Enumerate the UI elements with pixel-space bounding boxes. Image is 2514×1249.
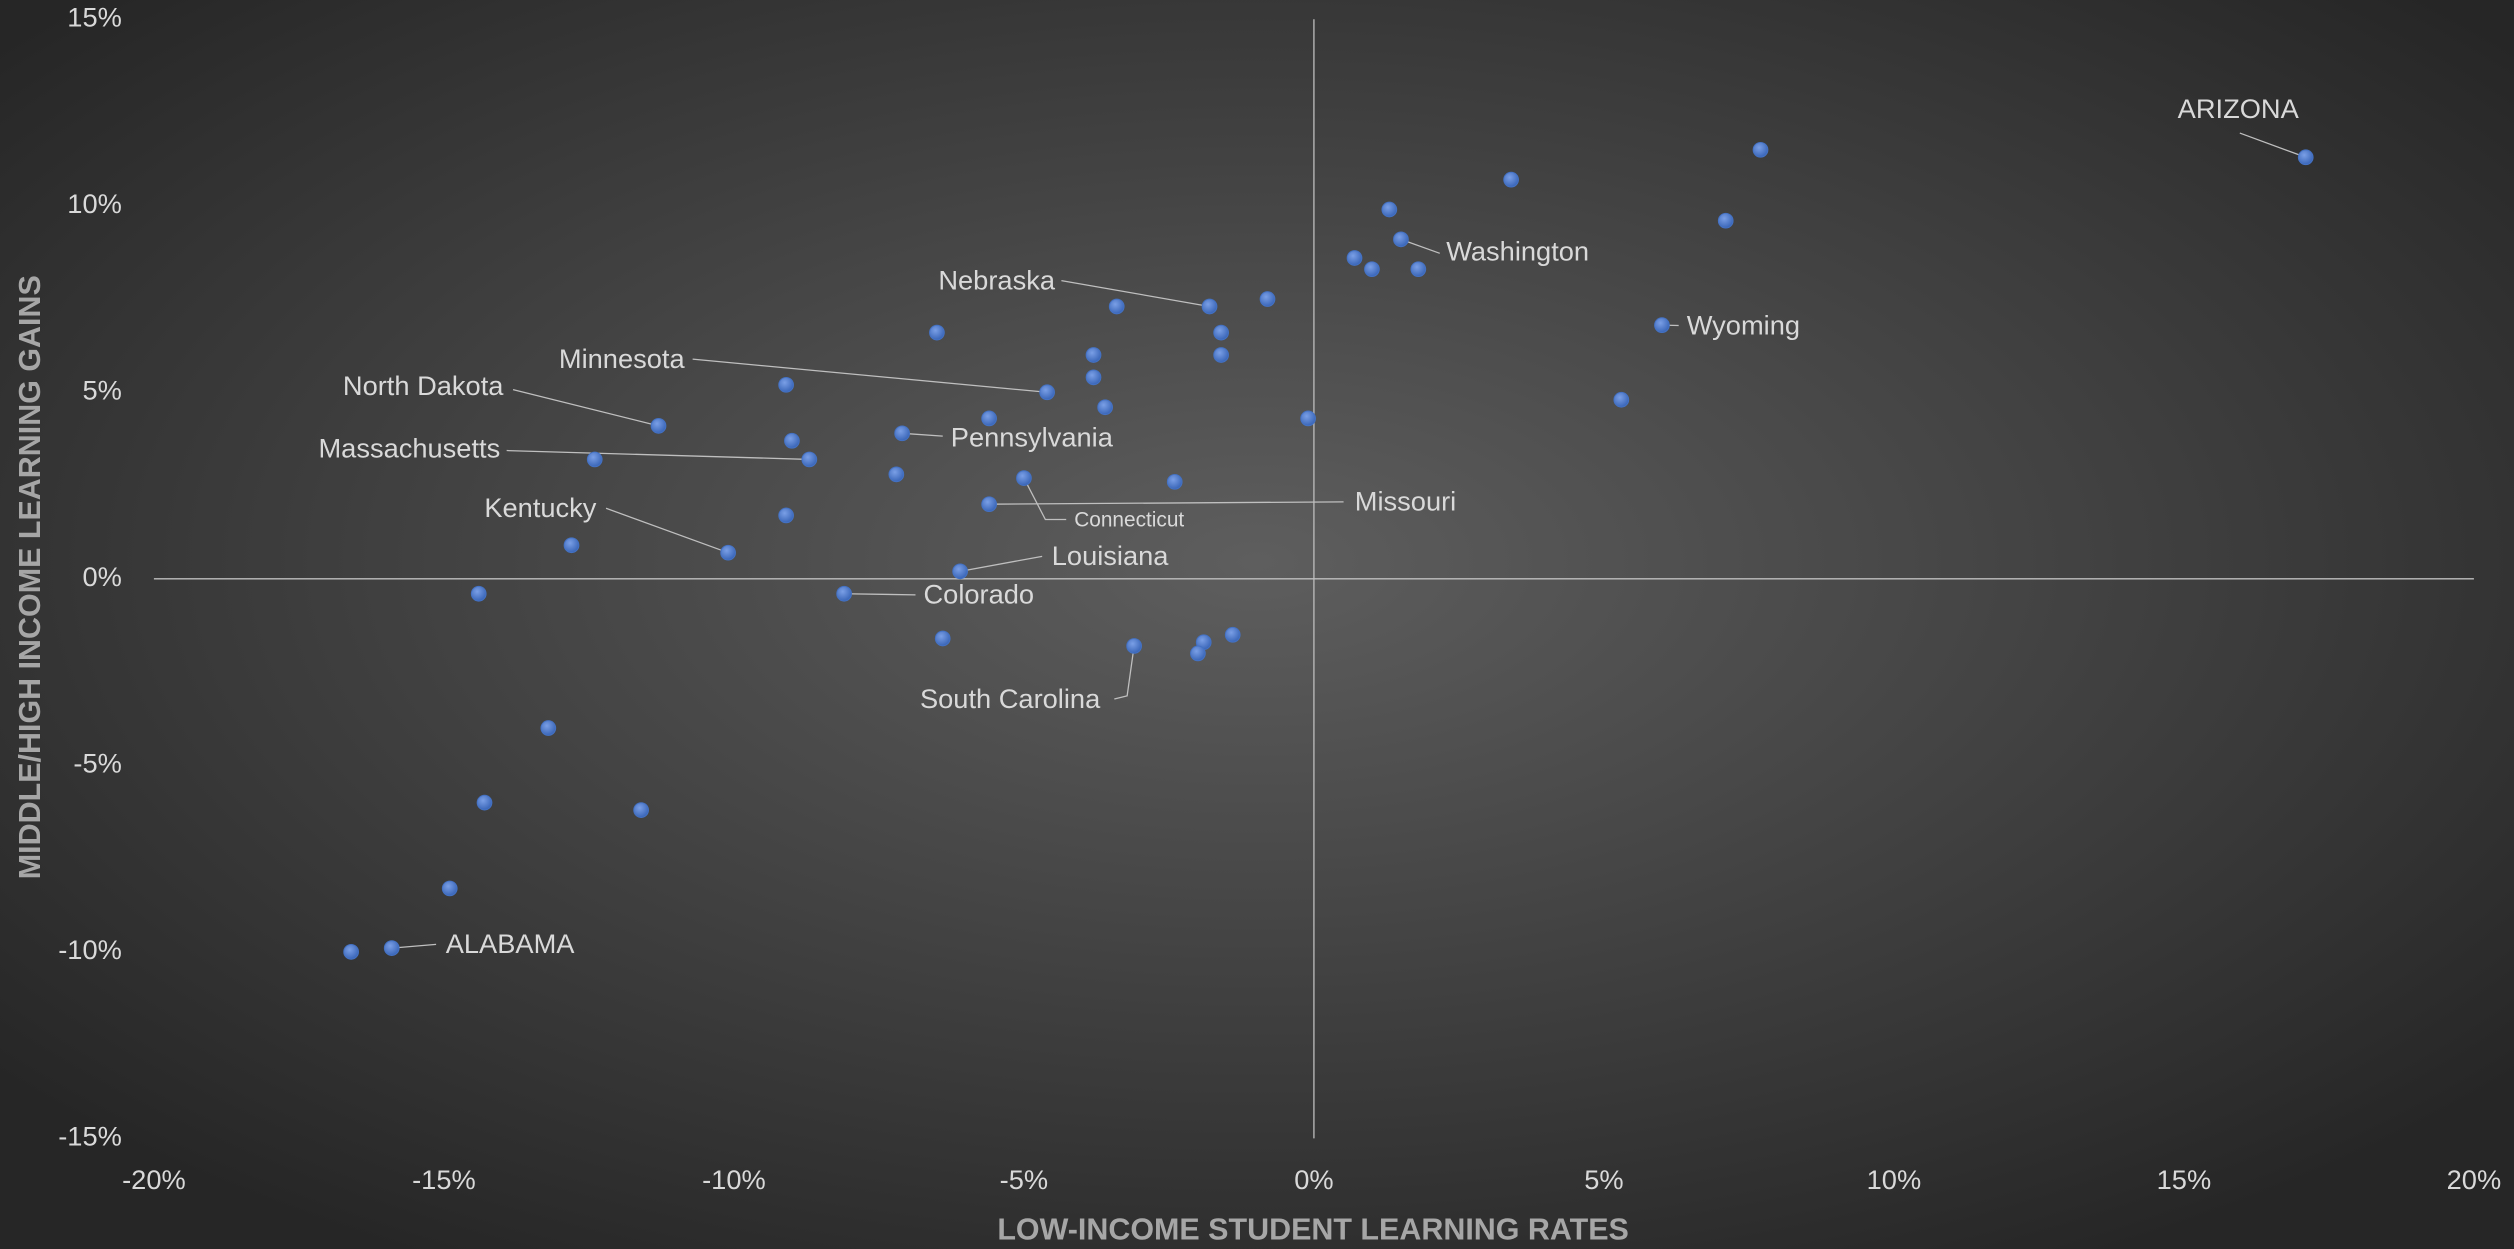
leader-line (605, 507, 729, 554)
point (1364, 261, 1380, 278)
y-axis-title: MIDDLE/HIGH INCOME LEARNING GAINS (13, 275, 47, 879)
leader-line (1023, 477, 1067, 521)
point (981, 496, 997, 513)
point (1201, 298, 1218, 315)
point (1717, 212, 1734, 229)
y-tick-label: -10% (58, 934, 122, 965)
point-label: Minnesota (559, 343, 686, 374)
point-label: Wyoming (1687, 309, 1800, 340)
point-label: Louisiana (1052, 540, 1170, 571)
point (1166, 473, 1183, 490)
point (1085, 369, 1102, 386)
point (1613, 391, 1630, 408)
y-tick-label: 0% (82, 561, 121, 592)
point (1016, 470, 1032, 486)
point (633, 802, 649, 818)
point-label: Washington (1446, 236, 1589, 267)
x-tick-label: -20% (122, 1164, 186, 1195)
y-tick-label: 5% (82, 374, 121, 405)
point (2297, 149, 2314, 166)
x-tick-label: 5% (1584, 1164, 1623, 1195)
point (888, 466, 905, 483)
point (1108, 298, 1125, 315)
x-tick-label: 10% (1867, 1164, 1922, 1195)
point (343, 943, 359, 960)
point-label: Connecticut (1074, 509, 1184, 532)
point (778, 376, 794, 393)
point (1393, 231, 1409, 248)
point (1126, 638, 1142, 654)
point (1410, 261, 1427, 278)
point-label: North Dakota (343, 370, 504, 401)
point (1381, 201, 1398, 218)
point-label: Missouri (1355, 486, 1456, 517)
leader-line (506, 449, 810, 461)
point (586, 451, 603, 468)
point (1213, 347, 1229, 363)
leader-line (960, 555, 1043, 572)
y-tick-label: 15% (67, 1, 122, 32)
point (1503, 171, 1519, 188)
point (383, 940, 400, 956)
point (929, 324, 945, 341)
leader-line (692, 358, 1048, 393)
leader-line (1061, 279, 1210, 308)
x-tick-label: 20% (2447, 1164, 2502, 1195)
point (1224, 626, 1241, 643)
point (1097, 399, 1113, 416)
point (952, 563, 968, 580)
point-label: Colorado (924, 579, 1035, 610)
point (836, 585, 852, 602)
x-tick-label: -15% (412, 1164, 476, 1195)
point (470, 585, 487, 602)
y-tick-label: 10% (67, 188, 122, 219)
x-tick-label: -10% (702, 1164, 766, 1195)
point-label: ARIZONA (2178, 93, 2300, 124)
point (1752, 141, 1769, 158)
point (1213, 324, 1229, 341)
point-label: Kentucky (484, 492, 596, 523)
leader-line (844, 593, 916, 596)
x-axis-title: LOW-INCOME STUDENT LEARNING RATES (997, 1212, 1629, 1246)
point (650, 418, 667, 434)
point (894, 425, 910, 442)
point (563, 537, 580, 554)
point (441, 880, 458, 897)
point-label: Nebraska (938, 264, 1055, 295)
x-tick-label: -5% (1000, 1164, 1048, 1195)
point-label: Pennsylvania (951, 422, 1114, 453)
y-tick-label: -15% (58, 1121, 122, 1152)
point (540, 720, 557, 736)
point (1300, 410, 1316, 427)
point (1654, 317, 1670, 333)
y-tick-label: -5% (73, 748, 121, 779)
point (784, 432, 800, 449)
point (1039, 384, 1055, 401)
point (778, 507, 794, 524)
point (934, 630, 951, 647)
point-label: South Carolina (920, 683, 1101, 714)
leader-line (1114, 645, 1135, 700)
point-label: Massachusetts (318, 433, 500, 464)
x-tick-label: 15% (2157, 1164, 2212, 1195)
point (801, 451, 818, 468)
point-label: ALABAMA (446, 928, 576, 959)
leader-line (512, 388, 659, 427)
x-tick-label: 0% (1294, 1164, 1333, 1195)
point (1190, 645, 1206, 662)
point (476, 794, 493, 811)
point (720, 544, 736, 561)
point (1346, 250, 1363, 266)
leader-line (989, 501, 1344, 505)
leader-line (2239, 132, 2306, 158)
point (1085, 347, 1102, 363)
point (981, 410, 997, 427)
point (1259, 291, 1276, 307)
